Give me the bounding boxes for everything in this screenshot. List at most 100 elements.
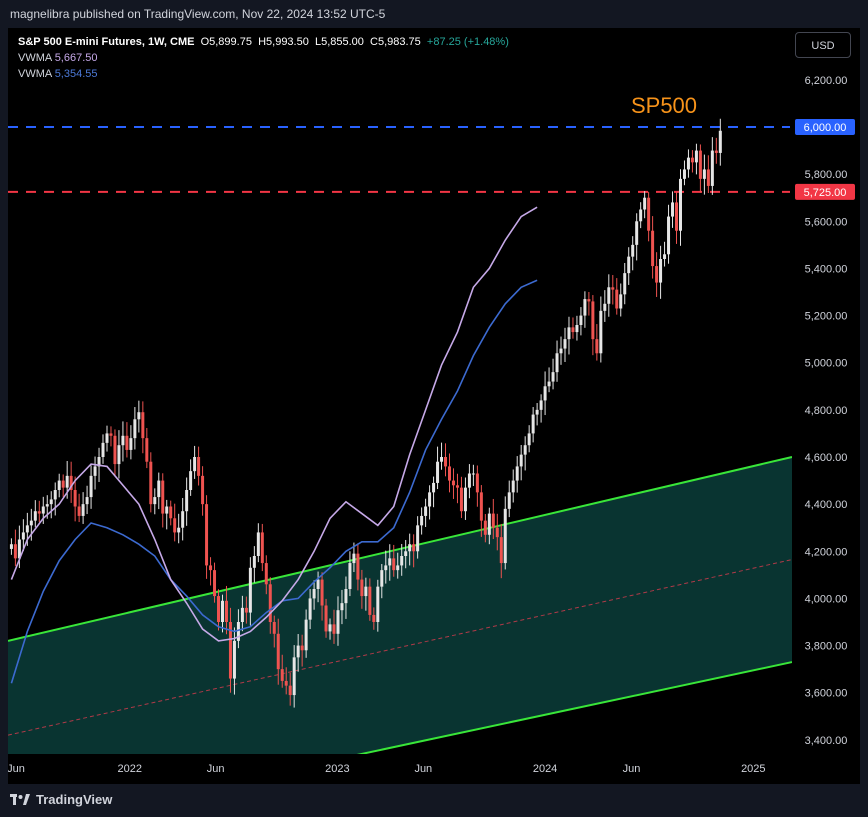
candle-body	[651, 230, 655, 267]
candle-body	[400, 556, 404, 566]
candle-body	[388, 558, 392, 566]
candle-body	[296, 645, 300, 658]
y-tick-label: 5,800.00	[805, 169, 848, 181]
candle-body	[25, 525, 29, 533]
candle-body	[559, 348, 563, 354]
candle-body	[567, 327, 571, 340]
currency-button[interactable]: USD	[795, 32, 851, 58]
candle-body	[380, 570, 384, 587]
candle-body	[523, 445, 527, 455]
candle-body	[205, 504, 209, 566]
candle-body	[201, 475, 205, 505]
candle-body	[607, 287, 611, 304]
candle-body	[627, 256, 631, 274]
candle-body	[41, 506, 45, 514]
candle-body	[356, 553, 360, 580]
y-tick-label: 4,200.00	[805, 546, 848, 558]
candle-body	[193, 457, 197, 472]
candle-body	[459, 487, 463, 512]
candle-body	[368, 586, 372, 615]
candle-body	[157, 480, 161, 498]
candle-body	[145, 438, 149, 462]
candle-body	[101, 442, 105, 457]
candle-body	[45, 504, 49, 507]
candle-body	[583, 299, 587, 316]
candle-body	[185, 490, 189, 512]
candle-body	[671, 202, 675, 217]
publish-caption: magnelibra published on TradingView.com,…	[0, 0, 868, 28]
candle-body	[551, 372, 555, 382]
candle-body	[248, 567, 252, 613]
candle-body	[475, 473, 479, 493]
vwma-1-value: 5,667.50	[54, 52, 98, 64]
level-tag-bg	[795, 119, 855, 135]
symbol-name[interactable]: S&P 500 E-mini Futures, 1W, CME	[18, 36, 195, 48]
legend-vwma-2[interactable]: VWMA 5,354.55	[18, 66, 509, 82]
price-axis-band	[792, 28, 860, 784]
candle-body	[447, 466, 451, 481]
channel-upper-line	[8, 456, 793, 642]
candle-body	[352, 553, 356, 564]
candle-body	[643, 197, 647, 210]
candle-body	[384, 565, 388, 571]
vwma-short-line	[10, 206, 538, 642]
candle-body	[694, 150, 698, 163]
candle-body	[272, 622, 276, 634]
channel-fill	[8, 457, 792, 784]
candle-body	[316, 579, 320, 589]
candle-body	[591, 301, 595, 340]
y-tick-label: 4,000.00	[805, 593, 848, 605]
candle-body	[149, 461, 153, 505]
candle-body	[575, 325, 579, 333]
candle-body	[340, 603, 344, 611]
chart-area[interactable]: S&P 500 E-mini Futures, 1W, CME O5,899.7…	[8, 28, 860, 784]
candle-body	[635, 221, 639, 245]
price-chart[interactable]: 3,400.00 3,600.00 3,800.00 4,000.00 4,200.00…	[8, 28, 860, 784]
candle-body	[173, 518, 177, 533]
candle-body	[647, 197, 651, 231]
candle-body	[519, 454, 523, 467]
channel-mid-line	[8, 559, 793, 736]
candle-body	[320, 579, 324, 606]
y-tick-label: 4,800.00	[805, 405, 848, 417]
y-tick-label: 5,600.00	[805, 216, 848, 228]
candle-body	[702, 169, 706, 179]
candle-body	[209, 565, 213, 571]
candle-body	[169, 506, 173, 519]
candle-body	[424, 506, 428, 516]
candle-body	[495, 527, 499, 538]
tradingview-logo[interactable]: TradingView	[10, 792, 112, 807]
y-tick-label: 5,400.00	[805, 263, 848, 275]
candle-body	[667, 216, 671, 255]
candle-body	[125, 435, 129, 450]
candle-body	[165, 506, 169, 514]
candle-body	[408, 544, 412, 552]
candle-body	[623, 273, 627, 295]
candle-body	[197, 457, 201, 476]
candle-body	[718, 130, 722, 153]
candle-body	[539, 400, 543, 410]
candle-body	[396, 565, 400, 571]
candle-body	[535, 409, 539, 415]
legend-ohlc-row: S&P 500 E-mini Futures, 1W, CME O5,899.7…	[18, 34, 509, 50]
candle-body	[137, 412, 141, 420]
candle-body	[571, 327, 575, 333]
candle-body	[276, 633, 280, 670]
candle-body	[690, 157, 694, 163]
candle-body	[344, 589, 348, 604]
candle-body	[436, 461, 440, 483]
candle-body	[579, 315, 583, 325]
candle-body	[304, 619, 308, 651]
candle-body	[121, 435, 125, 446]
y-tick-label: 5,000.00	[805, 358, 848, 370]
low-value: L5,855.00	[314, 36, 364, 48]
candle-body	[53, 490, 57, 500]
x-tick-label: Jun	[8, 763, 25, 775]
candle-body	[109, 433, 113, 436]
candle-body	[33, 511, 37, 521]
candle-body	[288, 685, 292, 696]
candle-body	[432, 482, 436, 493]
candle-body	[710, 150, 714, 186]
legend-vwma-1[interactable]: VWMA 5,667.50	[18, 50, 509, 66]
candle-body	[232, 640, 236, 679]
